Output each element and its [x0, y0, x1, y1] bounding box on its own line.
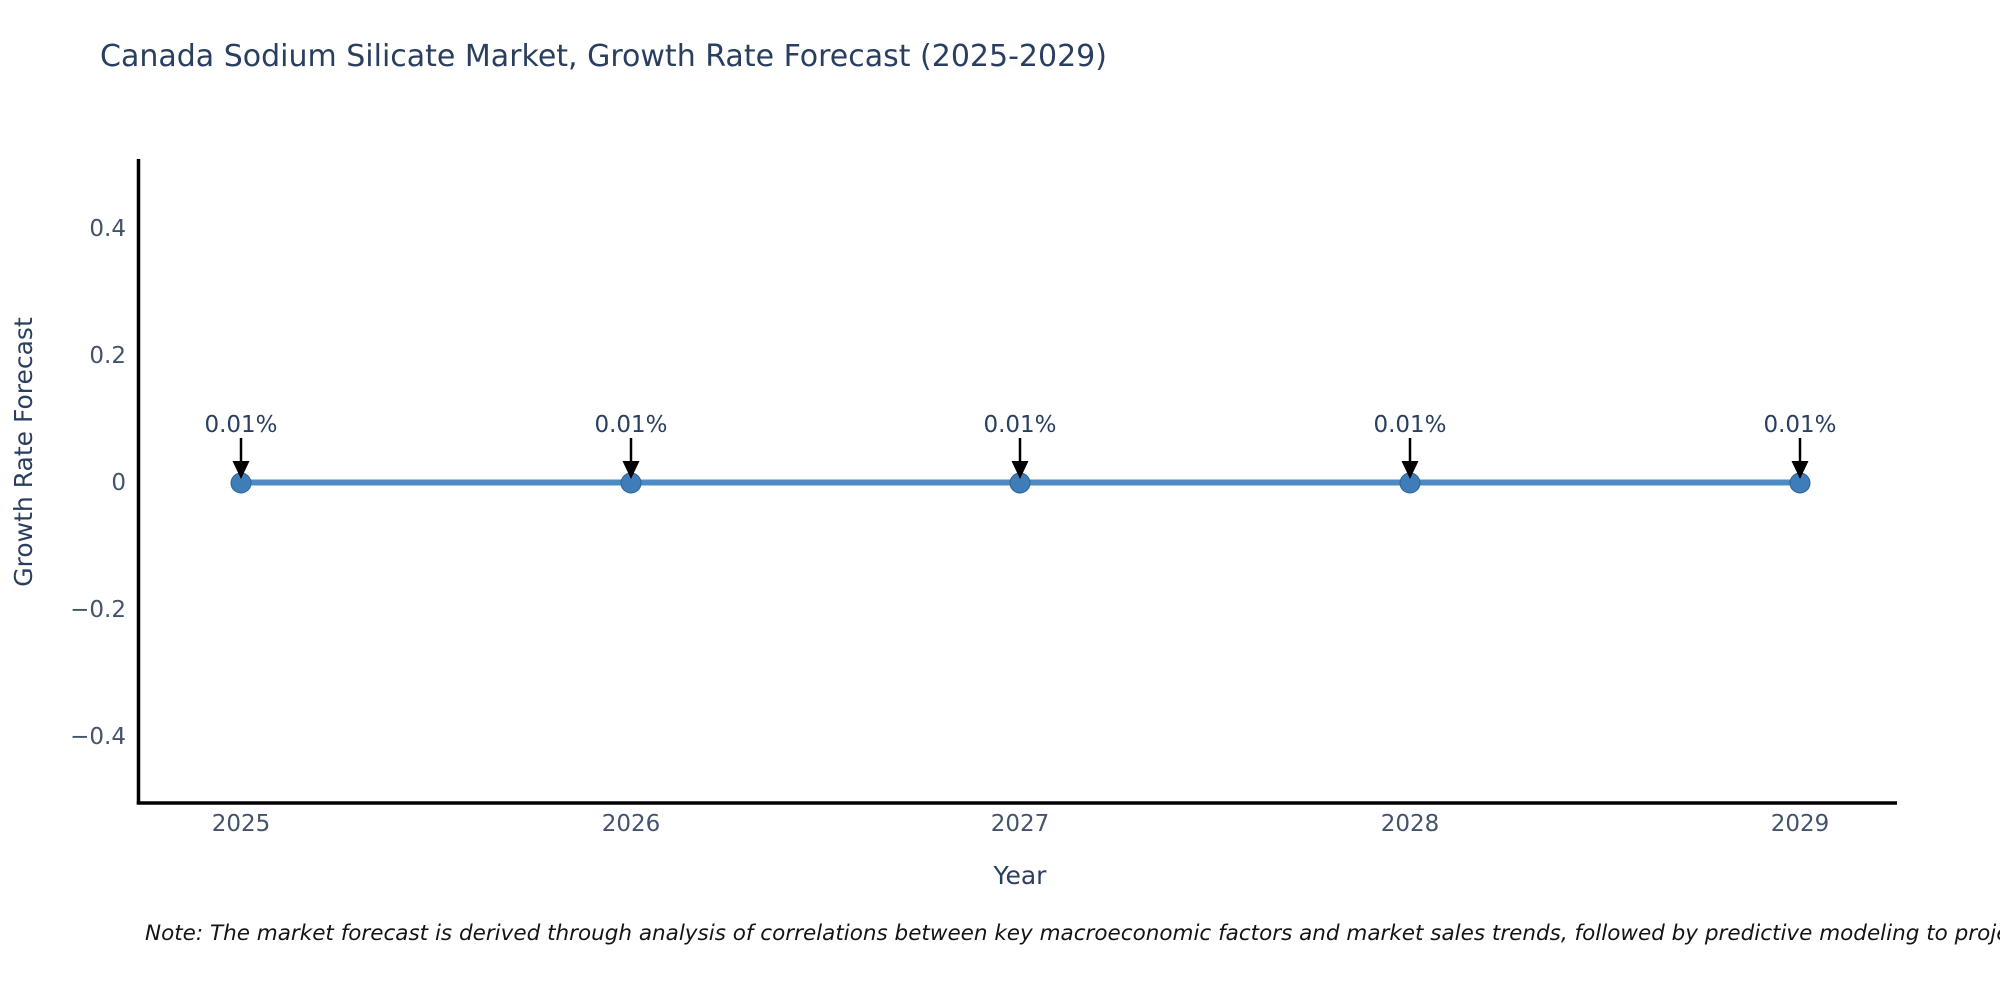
x-tick-label: 2026 [602, 811, 661, 837]
x-tick-label: 2027 [991, 811, 1050, 837]
x-tick-label: 2029 [1771, 811, 1830, 837]
x-axis-tick-labels: 2025 2026 2027 2028 2029 [212, 811, 1830, 837]
annotation-arrow [622, 438, 640, 479]
chart-title: Canada Sodium Silicate Market, Growth Ra… [100, 39, 1107, 74]
point-value-label: 0.01% [594, 412, 667, 438]
annotation-arrow [1401, 438, 1419, 479]
point-value-label: 0.01% [1763, 412, 1836, 438]
y-tick-label: 0.4 [89, 216, 126, 242]
x-tick-label: 2025 [212, 811, 271, 837]
x-axis-title: Year [993, 861, 1048, 890]
y-axis-title: Growth Rate Forecast [9, 317, 38, 587]
arrow-head-icon [232, 461, 250, 479]
arrow-head-icon [622, 461, 640, 479]
point-value-label: 0.01% [983, 412, 1056, 438]
chart-footnote: Note: The market forecast is derived thr… [145, 921, 2000, 946]
arrow-head-icon [1011, 461, 1029, 479]
point-value-label: 0.01% [204, 412, 277, 438]
annotation-arrow [1011, 438, 1029, 479]
series-markers [230, 472, 1811, 494]
annotation-arrows [232, 438, 1809, 479]
y-axis-tick-labels: 0.4 0.2 0 −0.2 −0.4 [70, 216, 126, 750]
arrow-head-icon [1401, 461, 1419, 479]
y-tick-label: 0.2 [89, 343, 126, 369]
point-value-labels: 0.01% 0.01% 0.01% 0.01% 0.01% [204, 412, 1836, 438]
annotation-arrow [232, 438, 250, 479]
annotation-arrow [1791, 438, 1809, 479]
arrow-head-icon [1791, 461, 1809, 479]
y-tick-label: −0.4 [70, 724, 126, 750]
y-tick-label: 0 [111, 470, 126, 496]
point-value-label: 0.01% [1373, 412, 1446, 438]
x-tick-label: 2028 [1381, 811, 1440, 837]
y-tick-label: −0.2 [70, 597, 126, 623]
